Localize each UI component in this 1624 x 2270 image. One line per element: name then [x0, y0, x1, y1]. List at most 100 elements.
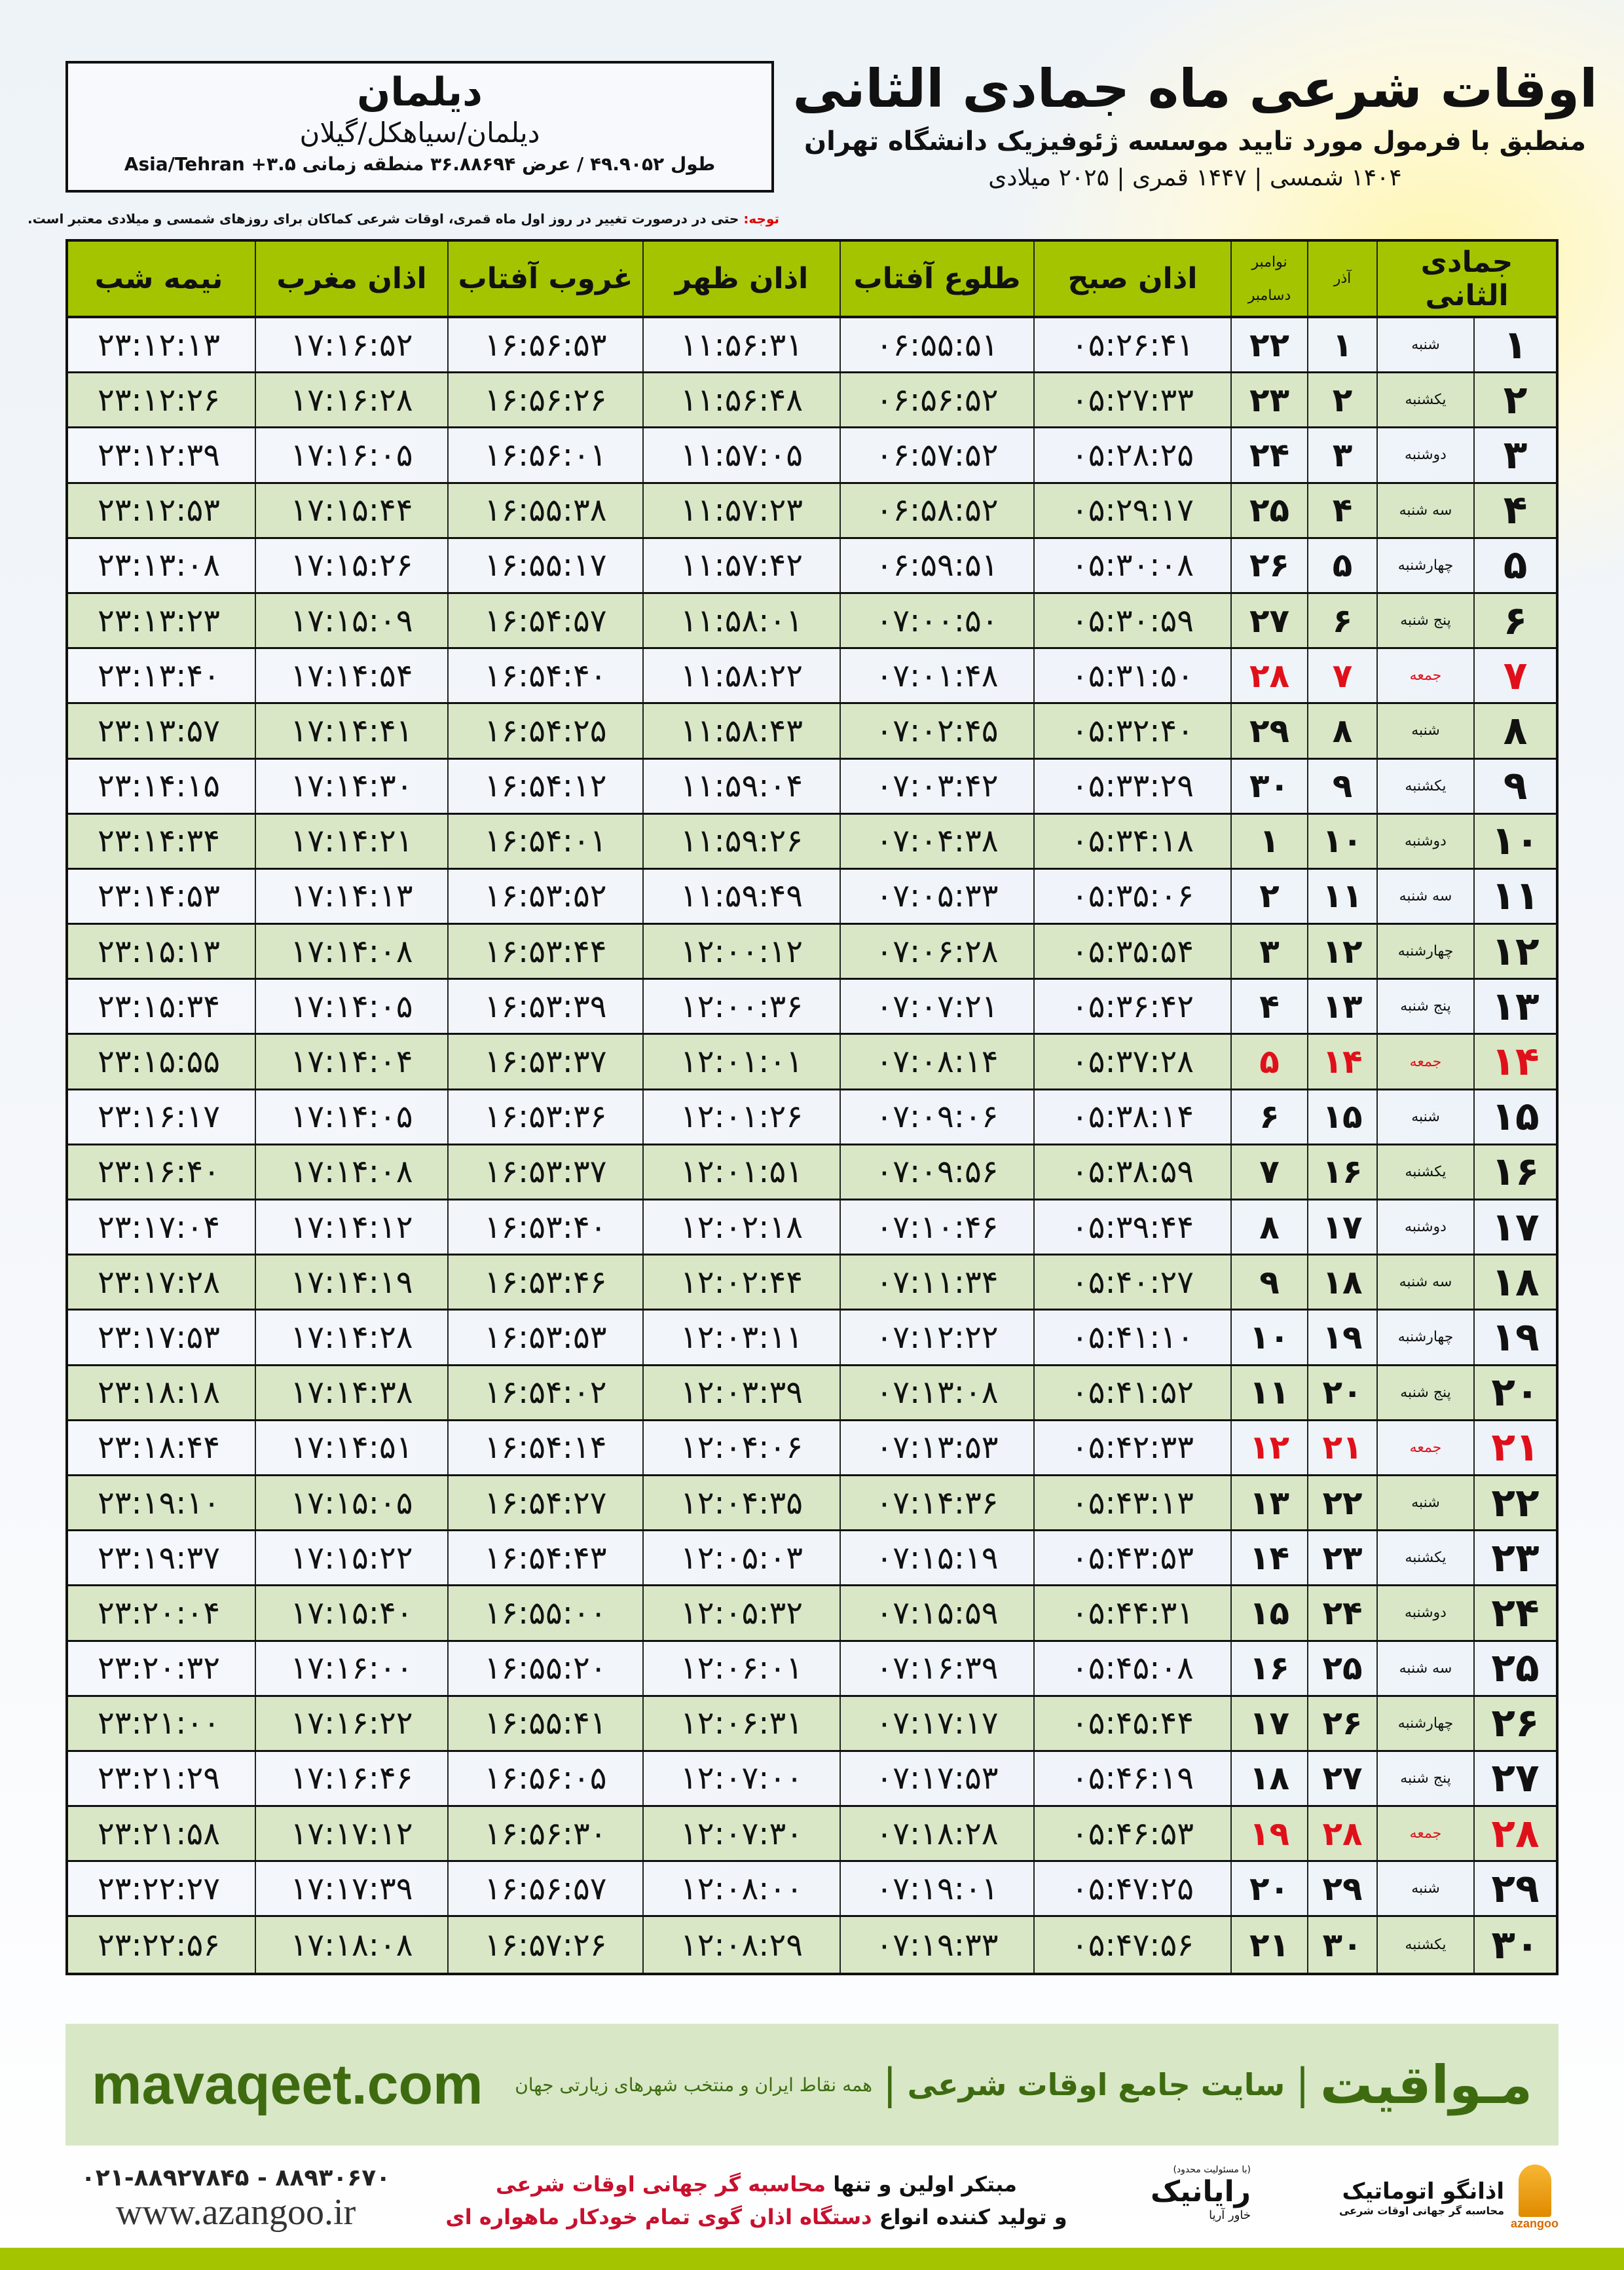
weekday: شنبه — [1376, 1476, 1473, 1530]
dhuhr-time: ۱۲:۰۰:۱۲ — [642, 925, 840, 978]
logo2-name: رایانیک — [1151, 2175, 1251, 2208]
header-gregorian: نوامبر دسامبر — [1230, 242, 1307, 316]
fajr-time: ۰۵:۴۶:۱۹ — [1033, 1751, 1230, 1806]
midnight-time: ۲۳:۱۸:۴۴ — [97, 1429, 221, 1466]
midnight-time: ۲۳:۱۷:۲۸ — [97, 1263, 221, 1301]
hijri-day: ۱۸ — [1473, 1256, 1556, 1309]
midnight-time: ۲۳:۱۲:۳۹ — [97, 436, 221, 474]
sunrise-time: ۰۷:۱۱:۳۴ — [840, 1256, 1033, 1309]
dhuhr-time: ۱۱:۵۷:۴۲ — [642, 538, 840, 592]
sunset-time: ۱۶:۵۴:۵۷ — [447, 593, 642, 648]
azar-day: ۲ — [1307, 373, 1376, 427]
azangoo-logo: azangoo اذانگو اتوماتیک محاسبه گر جهانی ا… — [1297, 2161, 1559, 2233]
bottom-bar — [0, 2248, 1624, 2270]
hijri-day: ۳ — [1473, 428, 1556, 482]
azar-day: ۱۷ — [1307, 1200, 1376, 1254]
dhuhr-time: ۱۱:۵۸:۴۳ — [642, 704, 840, 758]
weekday: سه شنبه — [1376, 869, 1473, 923]
azar-day: ۱۵ — [1307, 1090, 1376, 1144]
header-midnight: نیمه شب — [94, 262, 223, 295]
table-body: ۱ شنبه ۱ ۲۲ ۰۵:۲۶:۴۱ ۰۶:۵۵:۵۱ ۱۱:۵۶:۳۱ ۱۶:۵۶:۵۳… — [68, 318, 1556, 1973]
sunrise-time: ۰۶:۵۹:۵۱ — [840, 538, 1033, 592]
midnight-time: ۲۳:۱۲:۲۶ — [97, 381, 221, 419]
maghrib-time: ۱۷:۱۴:۲۱ — [255, 814, 447, 868]
sunrise-time: ۰۷:۱۰:۴۶ — [840, 1200, 1033, 1254]
note-text: حتی در درصورت تغییر در روز اول ماه قمری،… — [28, 211, 744, 227]
table-row: ۱۶ یکشنبه ۱۶ ۷ ۰۵:۳۸:۵۹ ۰۷:۰۹:۵۶ ۱۲:۰۱:۵۱ ۱۶:۵۳… — [68, 1145, 1556, 1200]
dhuhr-time: ۱۲:۰۲:۴۴ — [642, 1256, 840, 1309]
table-row: ۲۰ پنج شنبه ۲۰ ۱۱ ۰۵:۴۱:۵۲ ۰۷:۱۳:۰۸ ۱۲:۰۳:۳۹ ۱۶… — [68, 1366, 1556, 1421]
weekday: شنبه — [1376, 1090, 1473, 1144]
midnight-time: ۲۳:۲۱:۵۸ — [97, 1815, 221, 1852]
sunrise-time: ۰۷:۰۲:۴۵ — [840, 704, 1033, 758]
gregorian-day: ۲۰ — [1230, 1862, 1307, 1916]
sunrise-time: ۰۷:۱۹:۰۱ — [840, 1862, 1033, 1916]
table-row: ۱۹ چهارشنبه ۱۹ ۱۰ ۰۵:۴۱:۱۰ ۰۷:۱۲:۲۲ ۱۲:۰۳:۱۱ ۱۶… — [68, 1311, 1556, 1366]
gregorian-day: ۱۹ — [1230, 1807, 1307, 1861]
azar-day: ۱۱ — [1307, 869, 1376, 923]
azar-day: ۲۲ — [1307, 1476, 1376, 1530]
sunset-time: ۱۶:۵۳:۴۴ — [447, 925, 642, 978]
weekday: جمعه — [1376, 649, 1473, 703]
gregorian-day: ۲۸ — [1230, 649, 1307, 703]
mavaqeet-banner: مـواقیت | سایت جامع اوقات شرعی | همه نقا… — [65, 2024, 1559, 2146]
gregorian-day: ۹ — [1230, 1256, 1307, 1309]
gregorian-day: ۲۷ — [1230, 593, 1307, 648]
midnight-time: ۲۳:۱۶:۴۰ — [97, 1153, 221, 1191]
fajr-time: ۰۵:۴۶:۵۳ — [1033, 1807, 1230, 1861]
logo-en-text: azangoo — [1510, 2216, 1559, 2230]
sunset-time: ۱۶:۵۳:۵۳ — [447, 1311, 642, 1364]
dhuhr-time: ۱۲:۰۰:۳۶ — [642, 980, 840, 1033]
hijri-day: ۷ — [1473, 649, 1556, 703]
gregorian-day: ۶ — [1230, 1090, 1307, 1144]
azar-day: ۲۶ — [1307, 1696, 1376, 1750]
azar-day: ۱۲ — [1307, 925, 1376, 978]
maghrib-time: ۱۷:۱۴:۱۹ — [255, 1256, 447, 1309]
sunrise-time: ۰۷:۰۰:۵۰ — [840, 593, 1033, 648]
midnight-time: ۲۳:۲۱:۲۹ — [97, 1760, 221, 1797]
header-november: نوامبر — [1251, 253, 1287, 270]
weekday: یکشنبه — [1376, 373, 1473, 427]
logo2-note: (با مسئولیت محدود) — [1173, 2165, 1251, 2175]
fajr-time: ۰۵:۲۷:۳۳ — [1033, 373, 1230, 427]
year-line: ۱۴۰۴ شمسی | ۱۴۴۷ قمری | ۲۰۲۵ میلادی — [988, 164, 1402, 191]
table-row: ۲۱ جمعه ۲۱ ۱۲ ۰۵:۴۲:۳۳ ۰۷:۱۳:۵۳ ۱۲:۰۴:۰۶ ۱۶:۵۴:… — [68, 1421, 1556, 1476]
table-row: ۶ پنج شنبه ۶ ۲۷ ۰۵:۳۰:۵۹ ۰۷:۰۰:۵۰ ۱۱:۵۸:۰۱ ۱۶:۵… — [68, 593, 1556, 650]
table-header: جمادی الثانی آذر نوامبر دسامبر اذان صبح … — [68, 242, 1556, 318]
hijri-day: ۱۲ — [1473, 925, 1556, 978]
midnight-time: ۲۳:۱۹:۱۰ — [97, 1484, 221, 1521]
hijri-day: ۲۶ — [1473, 1696, 1556, 1750]
midnight-time: ۲۳:۱۶:۱۷ — [97, 1098, 221, 1136]
page-title: اوقات شرعی ماه جمادی الثانی — [792, 58, 1598, 119]
weekday: جمعه — [1376, 1807, 1473, 1861]
azar-day: ۱۰ — [1307, 814, 1376, 868]
header-sunset: غروب آفتاب — [447, 242, 642, 316]
hijri-day: ۲۸ — [1473, 1807, 1556, 1861]
maghrib-time: ۱۷:۱۷:۳۹ — [255, 1862, 447, 1916]
weekday: شنبه — [1376, 704, 1473, 758]
sunset-time: ۱۶:۵۴:۱۲ — [447, 759, 642, 813]
gregorian-day: ۴ — [1230, 980, 1307, 1033]
dhuhr-time: ۱۲:۰۵:۰۳ — [642, 1531, 840, 1585]
fajr-time: ۰۵:۲۹:۱۷ — [1033, 483, 1230, 537]
midnight-time: ۲۳:۱۳:۰۸ — [97, 547, 221, 584]
azangoo-website[interactable]: www.azangoo.ir — [115, 2192, 356, 2233]
sunset-time: ۱۶:۵۷:۲۶ — [447, 1917, 642, 1973]
midnight-time: ۲۳:۱۹:۳۷ — [97, 1539, 221, 1576]
sunset-time: ۱۶:۵۳:۳۶ — [447, 1090, 642, 1144]
banner-website[interactable]: mavaqeet.com — [92, 2053, 483, 2116]
sunrise-time: ۰۷:۱۳:۰۸ — [840, 1366, 1033, 1419]
header-fajr: اذان صبح — [1033, 242, 1230, 316]
fajr-time: ۰۵:۳۶:۴۲ — [1033, 980, 1230, 1033]
sunset-time: ۱۶:۵۵:۳۸ — [447, 483, 642, 537]
sunrise-time: ۰۷:۰۹:۰۶ — [840, 1090, 1033, 1144]
hijri-day: ۶ — [1473, 593, 1556, 648]
table-row: ۲۳ یکشنبه ۲۳ ۱۴ ۰۵:۴۳:۵۳ ۰۷:۱۵:۱۹ ۱۲:۰۵:۰۳ ۱۶:۵… — [68, 1531, 1556, 1587]
sunrise-time: ۰۷:۰۱:۴۸ — [840, 649, 1033, 703]
divider: | — [1295, 2060, 1310, 2109]
azar-day: ۳۰ — [1307, 1917, 1376, 1973]
ad-line1b: محاسبه گر جهانی اوقات شرعی — [496, 2172, 826, 2197]
gregorian-day: ۱۶ — [1230, 1641, 1307, 1695]
azar-day: ۱۶ — [1307, 1145, 1376, 1199]
coordinates: طول ۴۹.۹۰۵۲ / عرض ۳۶.۸۸۶۹۴ منطقه زمانی ۳… — [124, 153, 716, 175]
